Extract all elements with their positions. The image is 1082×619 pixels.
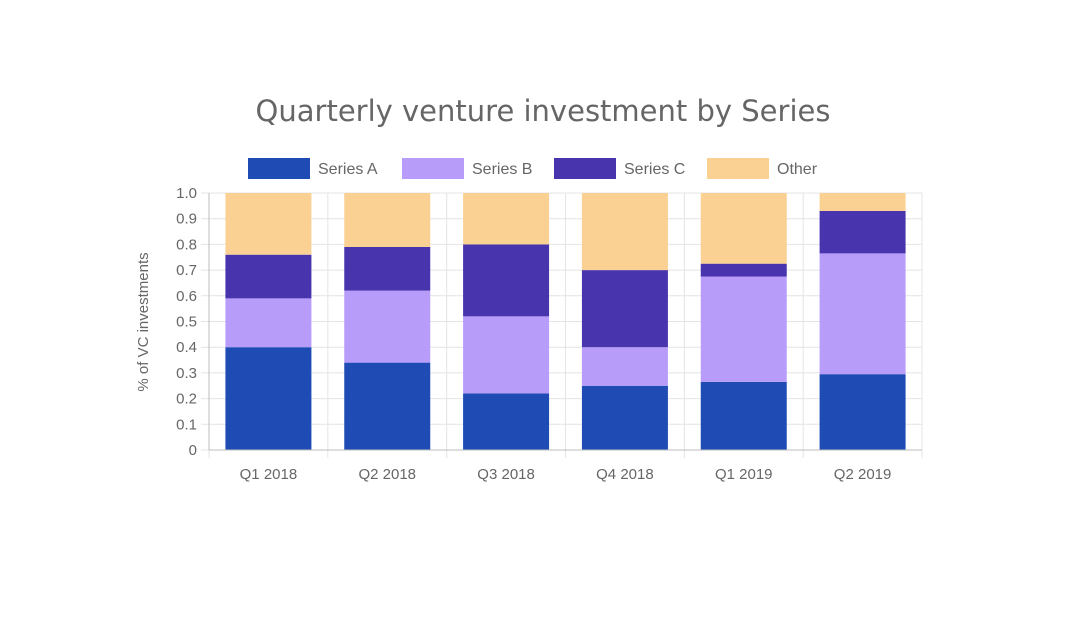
legend-item-other[interactable]: Other: [707, 158, 818, 179]
legend-swatch: [248, 158, 310, 179]
bar-series-b[interactable]: [819, 253, 906, 375]
y-tick-label: 0.5: [176, 314, 197, 331]
y-tick-label: 0.6: [176, 288, 197, 305]
x-tick-label: Q2 2018: [358, 466, 416, 483]
y-tick-label: 0.1: [176, 416, 197, 433]
chart-title: Quarterly venture investment by Series: [256, 94, 831, 128]
bar-series-a[interactable]: [819, 374, 906, 450]
bar-other[interactable]: [225, 193, 312, 255]
axes: [208, 193, 922, 451]
y-tick-label: 0.3: [176, 365, 197, 382]
legend-item-series-a[interactable]: Series A: [248, 158, 378, 179]
bar-series-b[interactable]: [581, 347, 668, 386]
y-tick-label: 0.8: [176, 236, 197, 253]
legend-label: Series A: [318, 161, 378, 178]
x-tick-label: Q1 2019: [715, 466, 773, 483]
legend-label: Series C: [624, 161, 685, 178]
x-tick-label: Q1 2018: [240, 466, 298, 483]
legend-label: Series B: [472, 161, 532, 178]
y-axis-ticks: 0 0.1 0.2 0.3 0.4 0.5 0.6 0.7 0.8 0.9 1.0: [176, 185, 197, 459]
y-tick-label: 0.7: [176, 262, 197, 279]
x-tick-label: Q2 2019: [834, 466, 892, 483]
bar-series-c[interactable]: [344, 246, 431, 291]
legend-swatch: [554, 158, 616, 179]
bar-other[interactable]: [819, 193, 906, 211]
bar-series-a[interactable]: [225, 347, 312, 450]
legend-item-series-c[interactable]: Series C: [554, 158, 685, 179]
bar-series-c[interactable]: [463, 244, 550, 317]
bar-other[interactable]: [700, 193, 787, 264]
bar-series-a[interactable]: [700, 381, 787, 450]
bar-other[interactable]: [463, 193, 550, 245]
bar-series-b[interactable]: [225, 298, 312, 348]
bar-series-b[interactable]: [344, 290, 431, 363]
bar-series-c[interactable]: [225, 254, 312, 299]
legend-item-series-b[interactable]: Series B: [402, 158, 532, 179]
bar-series-a[interactable]: [581, 385, 668, 450]
bars: [225, 193, 906, 450]
legend-label: Other: [777, 161, 818, 178]
y-axis-label: % of VC investments: [135, 252, 152, 391]
bar-other[interactable]: [344, 193, 431, 247]
x-tick-label: Q4 2018: [596, 466, 654, 483]
y-tick-label: 0.9: [176, 211, 197, 228]
y-tick-label: 1.0: [176, 185, 197, 202]
bar-series-a[interactable]: [463, 393, 550, 450]
x-tick-label: Q3 2018: [477, 466, 535, 483]
bar-series-b[interactable]: [700, 276, 787, 382]
bar-series-b[interactable]: [463, 316, 550, 394]
legend-swatch: [402, 158, 464, 179]
bar-other[interactable]: [581, 193, 668, 271]
legend: Series A Series B Series C Other: [248, 158, 818, 179]
legend-swatch: [707, 158, 769, 179]
bar-series-c[interactable]: [819, 210, 906, 254]
bar-series-a[interactable]: [344, 362, 431, 450]
y-tick-label: 0: [189, 442, 197, 459]
y-tick-label: 0.2: [176, 391, 197, 408]
bar-series-c[interactable]: [581, 270, 668, 348]
y-tick-label: 0.4: [176, 339, 197, 356]
x-axis-ticks: Q1 2018 Q2 2018 Q3 2018 Q4 2018 Q1 2019 Q2 20…: [240, 466, 892, 483]
bar-series-c[interactable]: [700, 263, 787, 277]
